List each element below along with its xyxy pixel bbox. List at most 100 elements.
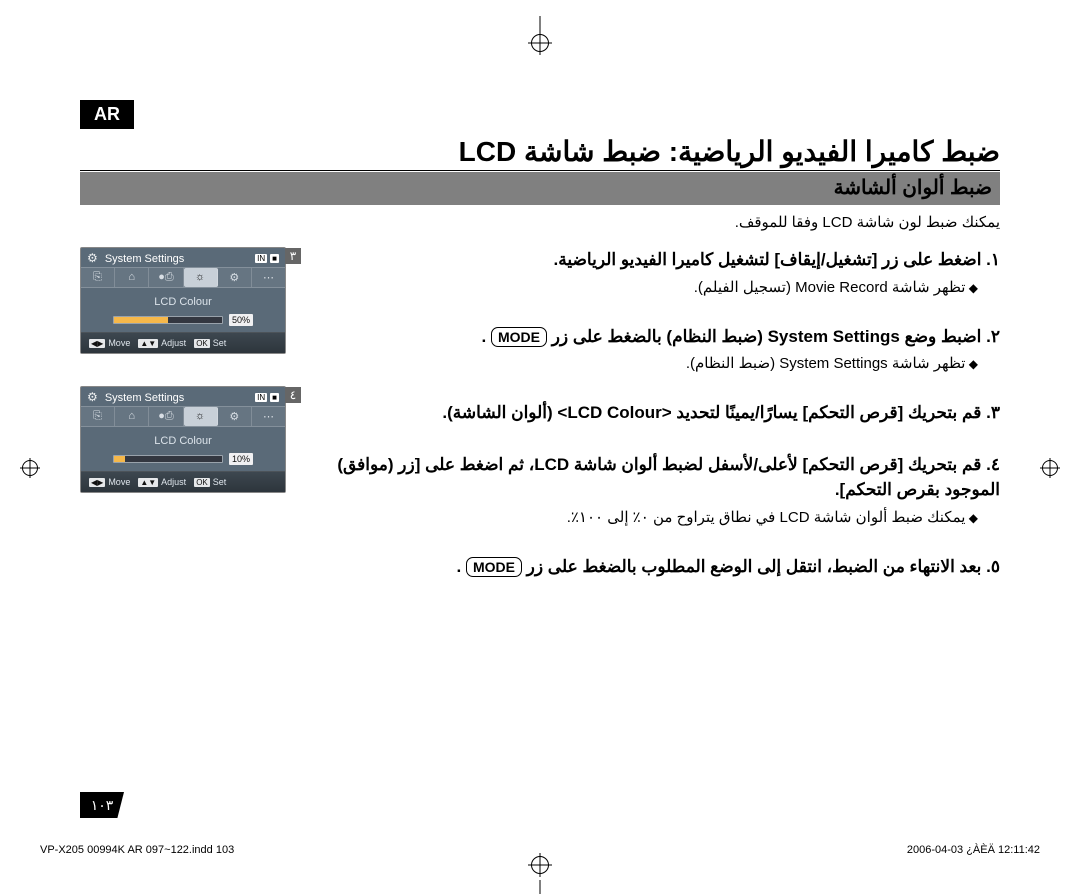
- step-2-head-pre: ٢. اضبط وضع System Settings (ضبط النظام)…: [547, 327, 1000, 346]
- tab-icon: ⋯: [252, 407, 285, 426]
- footer-set-label: Set: [213, 338, 227, 348]
- screenshot-4-tabs: ⎘ ⌂ ●⎙ ☼ ⚙ ⋯: [81, 406, 285, 427]
- key-icon: ▲▼: [138, 339, 158, 348]
- footer-adjust: ▲▼Adjust: [138, 477, 186, 487]
- media-badge: ■: [270, 393, 279, 402]
- footer-right: 2006-04-03 ¿ÀÈÄ 12:11:42: [907, 844, 1040, 856]
- screenshot-4-badges: IN ■: [255, 393, 279, 402]
- footer-move: ◀▶Move: [89, 477, 130, 487]
- intro-text: يمكنك ضبط لون شاشة LCD وفقا للموقف.: [80, 213, 1000, 231]
- tab-icon: ⌂: [115, 407, 149, 426]
- registration-mark-bottom: [531, 856, 549, 874]
- tab-icon: ⎘: [81, 407, 115, 426]
- steps-column: ١. اضغط على زر [تشغيل/إيقاف] لتشغيل كامي…: [308, 247, 1000, 605]
- in-badge: IN: [255, 393, 267, 402]
- screenshot-3-title: System Settings: [105, 253, 184, 265]
- registration-mark-right: [1042, 460, 1058, 476]
- screenshot-3-slider: [113, 316, 223, 324]
- step-1-head: ١. اضغط على زر [تشغيل/إيقاف] لتشغيل كامي…: [308, 247, 1000, 273]
- screenshot-4: ٤ ⚙ System Settings IN ■ ⎘ ⌂ ●⎙ ☼: [80, 386, 286, 493]
- step-1-sub: تظهر شاشة Movie Record (تسجيل الفيلم).: [308, 277, 1000, 298]
- crop-mark-bottom: [540, 880, 541, 894]
- tab-icon: ⎘: [81, 268, 115, 287]
- screenshot-4-body: LCD Colour 10%: [81, 427, 285, 471]
- footer-adjust-label: Adjust: [161, 338, 186, 348]
- page-content: AR ضبط كاميرا الفيديو الرياضية: ضبط شاشة…: [80, 100, 1000, 836]
- print-footer: VP-X205 00994K AR 097~122.indd 103 2006-…: [40, 844, 1040, 856]
- page-number-badge: ١٠٣: [80, 792, 124, 818]
- key-icon: ▲▼: [138, 478, 158, 487]
- step-2-head: ٢. اضبط وضع System Settings (ضبط النظام)…: [308, 324, 1000, 350]
- screenshot-3-badges: IN ■: [255, 254, 279, 263]
- gear-icon: ⚙: [87, 251, 98, 265]
- tab-icon: ⋯: [252, 268, 285, 287]
- step-2-sub: تظهر شاشة System Settings (ضبط النظام).: [308, 353, 1000, 374]
- screenshot-3-footer: ◀▶Move ▲▼Adjust OKSet: [81, 332, 285, 353]
- footer-move-label: Move: [108, 338, 130, 348]
- footer-adjust: ▲▼Adjust: [138, 338, 186, 348]
- footer-left: VP-X205 00994K AR 097~122.indd 103: [40, 844, 234, 856]
- key-icon: ◀▶: [89, 339, 105, 348]
- screenshot-4-title-wrap: ⚙ System Settings: [87, 390, 184, 404]
- tab-icon: ⚙: [218, 407, 252, 426]
- key-icon: ◀▶: [89, 478, 105, 487]
- step-3-head: ٣. قم بتحريك [قرص التحكم] يسارًا/يمينًا …: [308, 400, 1000, 426]
- screenshot-3-tabs: ⎘ ⌂ ●⎙ ☼ ⚙ ⋯: [81, 267, 285, 288]
- screenshot-3-label: LCD Colour: [91, 296, 275, 308]
- footer-set: OKSet: [194, 477, 226, 487]
- screenshot-4-number: ٤: [285, 387, 301, 403]
- step-4-head: ٤. قم بتحريك [قرص التحكم] لأعلى/لأسفل لض…: [308, 452, 1000, 503]
- footer-adjust-label: Adjust: [161, 477, 186, 487]
- gear-icon: ⚙: [87, 390, 98, 404]
- language-badge: AR: [80, 100, 134, 129]
- step-2: ٢. اضبط وضع System Settings (ضبط النظام)…: [308, 324, 1000, 375]
- screenshot-3-slider-row: 50%: [91, 314, 275, 326]
- tab-icon: ⌂: [115, 268, 149, 287]
- screenshot-4-footer: ◀▶Move ▲▼Adjust OKSet: [81, 471, 285, 492]
- screenshot-3-title-wrap: ⚙ System Settings: [87, 251, 184, 265]
- screenshot-4-header: ⚙ System Settings IN ■: [81, 387, 285, 406]
- screenshot-3-percent: 50%: [229, 314, 253, 326]
- title-rule: [80, 170, 1000, 171]
- screenshot-4-slider: [113, 455, 223, 463]
- step-5-head: ٥. بعد الانتهاء من الضبط، انتقل إلى الوض…: [308, 554, 1000, 580]
- step-3: ٣. قم بتحريك [قرص التحكم] يسارًا/يمينًا …: [308, 400, 1000, 426]
- screenshot-3-slider-fill: [114, 317, 168, 323]
- screenshot-3-number: ٣: [285, 248, 301, 264]
- footer-move-label: Move: [108, 477, 130, 487]
- page-title: ضبط كاميرا الفيديو الرياضية: ضبط شاشة LC…: [80, 135, 1000, 168]
- content-row: ١. اضغط على زر [تشغيل/إيقاف] لتشغيل كامي…: [80, 247, 1000, 605]
- media-badge: ■: [270, 254, 279, 263]
- step-5-head-pre: ٥. بعد الانتهاء من الضبط، انتقل إلى الوض…: [522, 557, 1000, 576]
- footer-move: ◀▶Move: [89, 338, 130, 348]
- step-5: ٥. بعد الانتهاء من الضبط، انتقل إلى الوض…: [308, 554, 1000, 580]
- in-badge: IN: [255, 254, 267, 263]
- tab-icon: ⚙: [218, 268, 252, 287]
- step-5-head-post: .: [456, 557, 461, 576]
- screenshot-3: ٣ ⚙ System Settings IN ■ ⎘ ⌂ ●⎙ ☼: [80, 247, 286, 354]
- screenshot-4-slider-fill: [114, 456, 125, 462]
- screenshot-4-percent: 10%: [229, 453, 253, 465]
- screenshot-3-header: ⚙ System Settings IN ■: [81, 248, 285, 267]
- step-4-sub: يمكنك ضبط ألوان شاشة LCD في نطاق يتراوح …: [308, 507, 1000, 528]
- section-heading: ضبط ألوان ألشاشة: [80, 172, 1000, 205]
- mode-button-icon: MODE: [491, 327, 547, 347]
- screenshots-column: ٣ ⚙ System Settings IN ■ ⎘ ⌂ ●⎙ ☼: [80, 247, 286, 605]
- footer-set-label: Set: [213, 477, 227, 487]
- step-1: ١. اضغط على زر [تشغيل/إيقاف] لتشغيل كامي…: [308, 247, 1000, 298]
- mode-button-icon: MODE: [466, 557, 522, 577]
- screenshot-4-title: System Settings: [105, 392, 184, 404]
- tab-icon-selected: ☼: [184, 268, 218, 287]
- ok-key-icon: OK: [194, 478, 210, 487]
- step-4: ٤. قم بتحريك [قرص التحكم] لأعلى/لأسفل لض…: [308, 452, 1000, 528]
- footer-set: OKSet: [194, 338, 226, 348]
- tab-icon-selected: ☼: [184, 407, 218, 426]
- step-2-head-post: .: [482, 327, 487, 346]
- screenshot-4-label: LCD Colour: [91, 435, 275, 447]
- screenshot-3-body: LCD Colour 50%: [81, 288, 285, 332]
- tab-icon: ●⎙: [149, 407, 183, 426]
- ok-key-icon: OK: [194, 339, 210, 348]
- registration-mark-left: [22, 460, 38, 476]
- registration-mark-top: [531, 34, 549, 52]
- tab-icon: ●⎙: [149, 268, 183, 287]
